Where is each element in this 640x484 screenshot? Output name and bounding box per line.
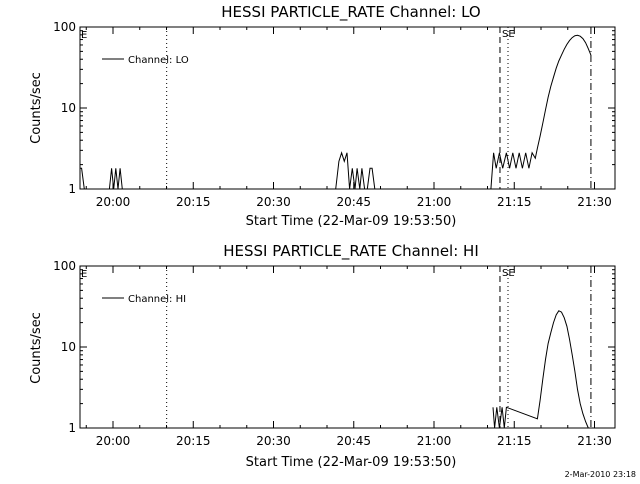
lo-eclipse-marker: E [81, 30, 87, 41]
lo-x-tick-label: 21:15 [497, 195, 532, 209]
lo-legend-label: Channel: LO [128, 55, 189, 66]
hi-x-tick-label: 20:00 [96, 434, 131, 448]
hi-x-tick-label: 20:30 [256, 434, 291, 448]
lo-x-tick-label: 21:30 [577, 195, 612, 209]
hi-y-axis-label: Counts/sec [29, 312, 44, 384]
lo-x-axis-label: Start Time (22-Mar-09 19:53:50) [246, 214, 457, 229]
hi-chart-title: HESSI PARTICLE_RATE Channel: HI [223, 242, 479, 261]
hi-x-tick-label: 20:45 [336, 434, 371, 448]
hi-series-line [492, 310, 589, 429]
lo-x-tick-label: 20:30 [256, 195, 291, 209]
hi-legend: Channel: HI [102, 294, 186, 305]
hi-x-tick-label: 21:30 [577, 434, 612, 448]
hi-y-tick-label: 10 [61, 340, 76, 354]
hi-x-tick-label: 20:15 [176, 434, 211, 448]
lo-x-tick-label: 20:00 [96, 195, 131, 209]
hi-x-tick-label: 21:00 [417, 434, 452, 448]
hi-legend-label: Channel: HI [128, 294, 186, 305]
hi-eclipse-marker: E [81, 269, 87, 280]
hi-plot-frame [79, 265, 616, 429]
hi-x-tick-label: 21:15 [497, 434, 532, 448]
lo-channel-panel: HESSI PARTICLE_RATE Channel: LO Start Ti… [29, 3, 616, 229]
lo-chart-title: HESSI PARTICLE_RATE Channel: LO [221, 3, 480, 22]
lo-x-tick-label: 20:15 [176, 195, 211, 209]
lo-series-line [80, 34, 592, 190]
lo-y-tick-label: 100 [53, 20, 76, 34]
hi-y-tick-label: 100 [53, 259, 76, 273]
hi-y-tick-label: 1 [68, 421, 76, 435]
hi-x-axis-label: Start Time (22-Mar-09 19:53:50) [246, 455, 457, 470]
lo-legend: Channel: LO [102, 55, 189, 66]
hi-channel-panel: HESSI PARTICLE_RATE Channel: HI Start Ti… [29, 242, 616, 470]
lo-y-tick-label: 1 [68, 182, 76, 196]
lo-saa-marker: SE [502, 29, 515, 40]
footer-date-stamp: 2-Mar-2010 23:18 [565, 470, 636, 479]
lo-y-axis-label: Counts/sec [29, 72, 44, 144]
lo-y-tick-label: 10 [61, 101, 76, 115]
hi-saa-marker: SE [502, 268, 515, 279]
lo-x-tick-label: 20:45 [336, 195, 371, 209]
lo-x-tick-label: 21:00 [417, 195, 452, 209]
